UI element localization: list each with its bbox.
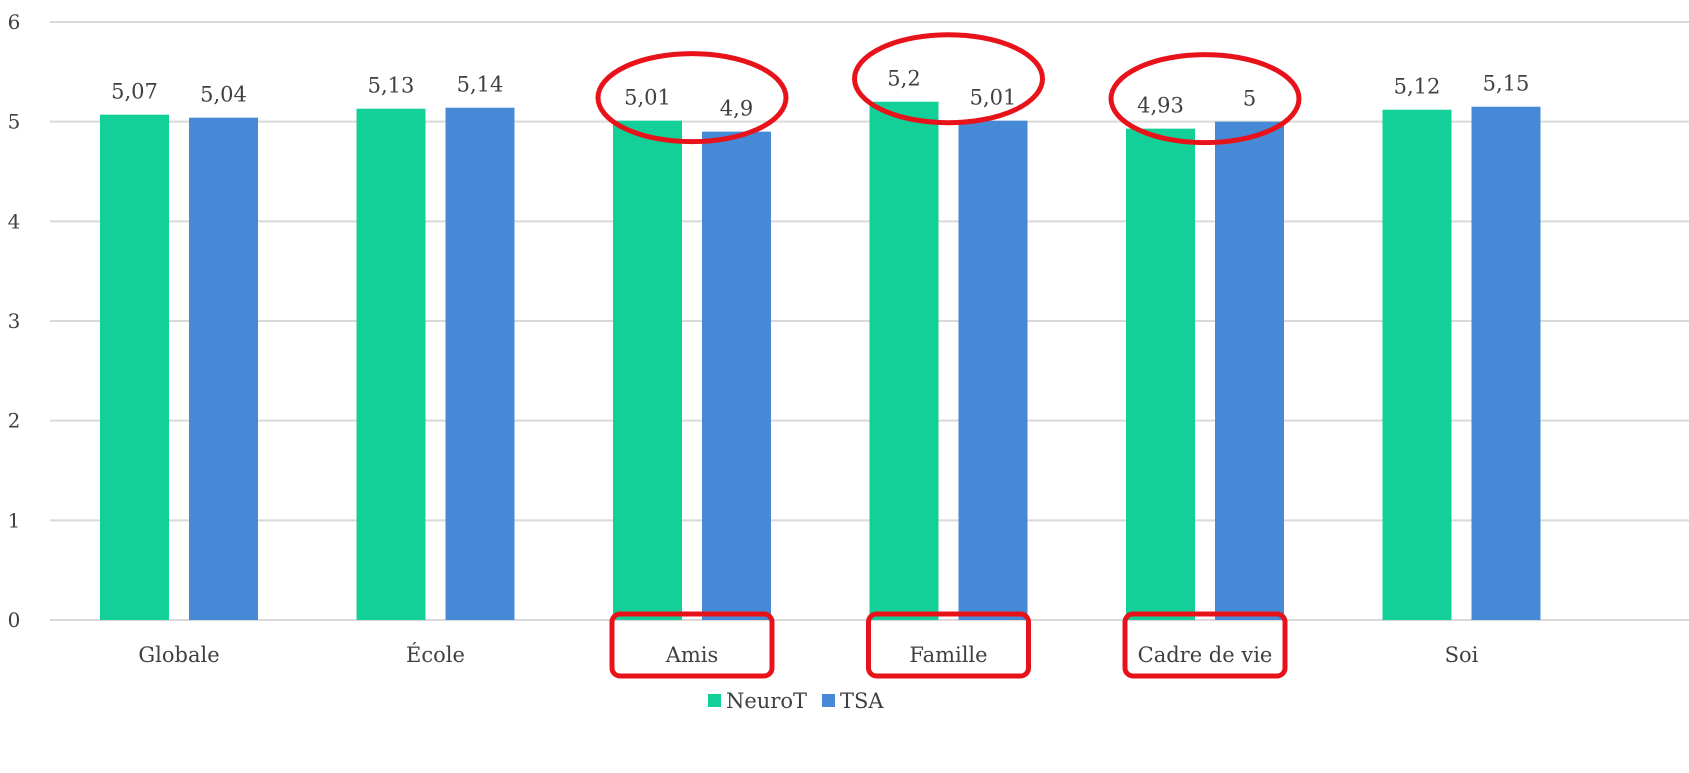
- bars: [100, 101, 1541, 621]
- data-label: 4,9: [720, 97, 753, 121]
- highlight-ellipse: [1108, 52, 1302, 146]
- data-label: 5,13: [368, 74, 415, 98]
- category-label: Cadre de vie: [1138, 643, 1273, 667]
- y-tick-label: 0: [8, 608, 21, 632]
- bar-neurot: [1126, 128, 1195, 621]
- bar-tsa: [189, 117, 258, 621]
- data-labels: 5,07 5,04 5,13 5,14 5,01 4,9 5,2 5,01 4,93 5 5,12 5…: [111, 67, 1529, 121]
- legend-swatch: [822, 694, 835, 707]
- y-tick-label: 2: [8, 409, 21, 433]
- data-label: 4,93: [1137, 94, 1184, 118]
- bar-tsa: [1471, 106, 1541, 620]
- bar-tsa: [1215, 121, 1284, 621]
- bar-neurot: [356, 108, 426, 621]
- y-tick-label: 6: [8, 10, 21, 34]
- data-label: 5,01: [970, 86, 1017, 110]
- bar-tsa: [702, 131, 771, 620]
- highlight-annotations: [595, 32, 1302, 679]
- legend-label: NeuroT: [726, 689, 807, 713]
- legend-swatch: [708, 694, 721, 707]
- highlight-ellipse: [595, 51, 789, 145]
- bar-tsa: [445, 107, 515, 621]
- y-tick-label: 1: [8, 508, 21, 532]
- x-axis-categories: Globale École Amis Famille Cadre de vie Soi: [138, 643, 1478, 667]
- bar-tsa: [958, 120, 1028, 621]
- highlight-box: [866, 611, 1031, 679]
- bar-neurot: [100, 114, 169, 620]
- highlight-ellipse: [852, 32, 1045, 126]
- bar-neurot: [1382, 109, 1452, 620]
- category-label: Famille: [909, 643, 987, 667]
- category-label: Soi: [1445, 643, 1479, 667]
- y-tick-label: 4: [8, 209, 21, 233]
- y-tick-label: 3: [8, 309, 21, 333]
- data-label: 5,07: [111, 80, 158, 104]
- y-tick-label: 5: [8, 110, 21, 134]
- data-label: 5: [1243, 87, 1256, 111]
- bar-neurot: [613, 120, 682, 621]
- legend: NeuroT TSA: [708, 689, 884, 713]
- y-axis-ticks: 0 1 2 3 4 5 6: [8, 10, 21, 632]
- highlight-box: [609, 611, 775, 679]
- highlight-box: [1122, 611, 1288, 679]
- category-label: Globale: [138, 643, 219, 667]
- data-label: 5,15: [1483, 72, 1530, 96]
- data-label: 5,04: [200, 83, 247, 107]
- data-label: 5,01: [624, 86, 671, 110]
- data-label: 5,14: [457, 73, 504, 97]
- legend-label: TSA: [840, 689, 884, 713]
- data-label: 5,12: [1394, 75, 1441, 99]
- data-label: 5,2: [887, 67, 920, 91]
- bar-neurot: [869, 101, 939, 620]
- category-label: École: [406, 643, 465, 667]
- category-label: Amis: [665, 643, 719, 667]
